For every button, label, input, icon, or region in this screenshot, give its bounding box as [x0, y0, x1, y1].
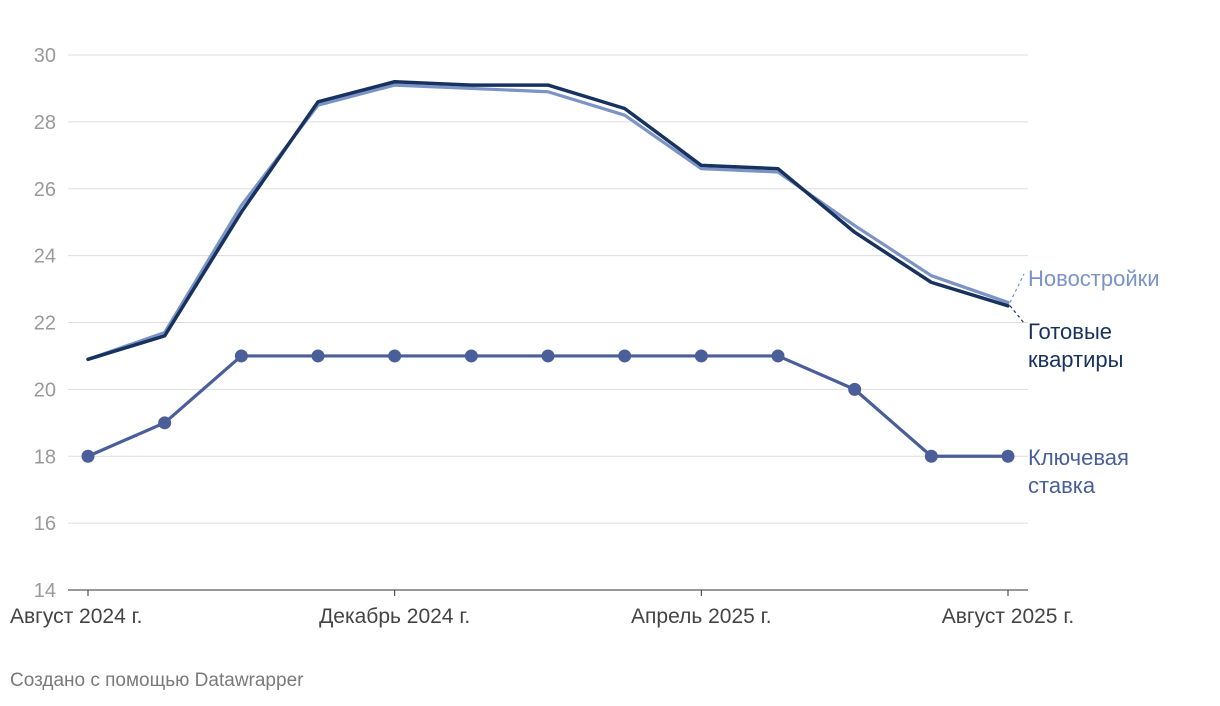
series-label-line: Новостройки: [1028, 266, 1160, 291]
y-axis: 14 16 18 20 22 24 26 28 30: [34, 45, 56, 602]
y-tick-label: 14: [34, 580, 56, 602]
series-label-line: Готовые: [1028, 319, 1112, 344]
label-leader-line: [1009, 273, 1025, 303]
y-tick-label: 26: [34, 179, 56, 201]
y-tick-label: 30: [34, 45, 56, 67]
data-point: [311, 349, 325, 363]
series-label-line: квартиры: [1028, 347, 1123, 372]
series-label-line: Ключевая: [1028, 445, 1129, 470]
data-point: [81, 449, 95, 463]
series-label: Новостройки: [1028, 266, 1160, 291]
grid-lines: [68, 54, 1028, 591]
data-point: [158, 416, 172, 430]
x-axis: Август 2024 г. Декабрь 2024 г. Апрель 2025…: [10, 590, 1074, 628]
series-line: [86, 80, 1010, 362]
x-tick-label: Декабрь 2024 г.: [319, 605, 470, 628]
data-point: [388, 349, 402, 363]
label-leader-line: [1009, 305, 1025, 324]
y-tick-label: 16: [34, 513, 56, 535]
series-line: [86, 354, 1010, 458]
series-label: Готовые квартиры: [1028, 319, 1123, 372]
data-point: [694, 349, 708, 363]
y-tick-label: 18: [34, 446, 56, 468]
y-tick-label: 28: [34, 112, 56, 134]
series-labels: Новостройки Готовые квартиры Ключевая ставка: [1009, 266, 1160, 498]
data-point: [541, 349, 555, 363]
y-tick-label: 22: [34, 313, 56, 335]
data-point: [771, 349, 785, 363]
data-point: [1001, 449, 1015, 463]
data-point: [464, 349, 478, 363]
x-tick-label: Август 2024 г.: [10, 605, 143, 628]
datawrapper-credit[interactable]: Создано с помощью Datawrapper: [10, 670, 304, 691]
x-tick-label: Апрель 2025 г.: [631, 605, 772, 628]
series-label: Ключевая ставка: [1028, 445, 1129, 498]
series-line: [86, 83, 1010, 361]
line-chart: 14 16 18 20 22 24 26 28 30 Август 2024 г. Декабрь…: [10, 45, 1160, 628]
data-point: [618, 349, 632, 363]
data-point: [848, 382, 862, 396]
y-tick-label: 20: [34, 379, 56, 401]
series-label-line: ставка: [1028, 473, 1096, 498]
data-point: [924, 449, 938, 463]
data-point: [234, 349, 248, 363]
series-lines: [81, 80, 1015, 463]
x-tick-label: Август 2025 г.: [942, 605, 1075, 628]
y-tick-label: 24: [34, 246, 56, 268]
